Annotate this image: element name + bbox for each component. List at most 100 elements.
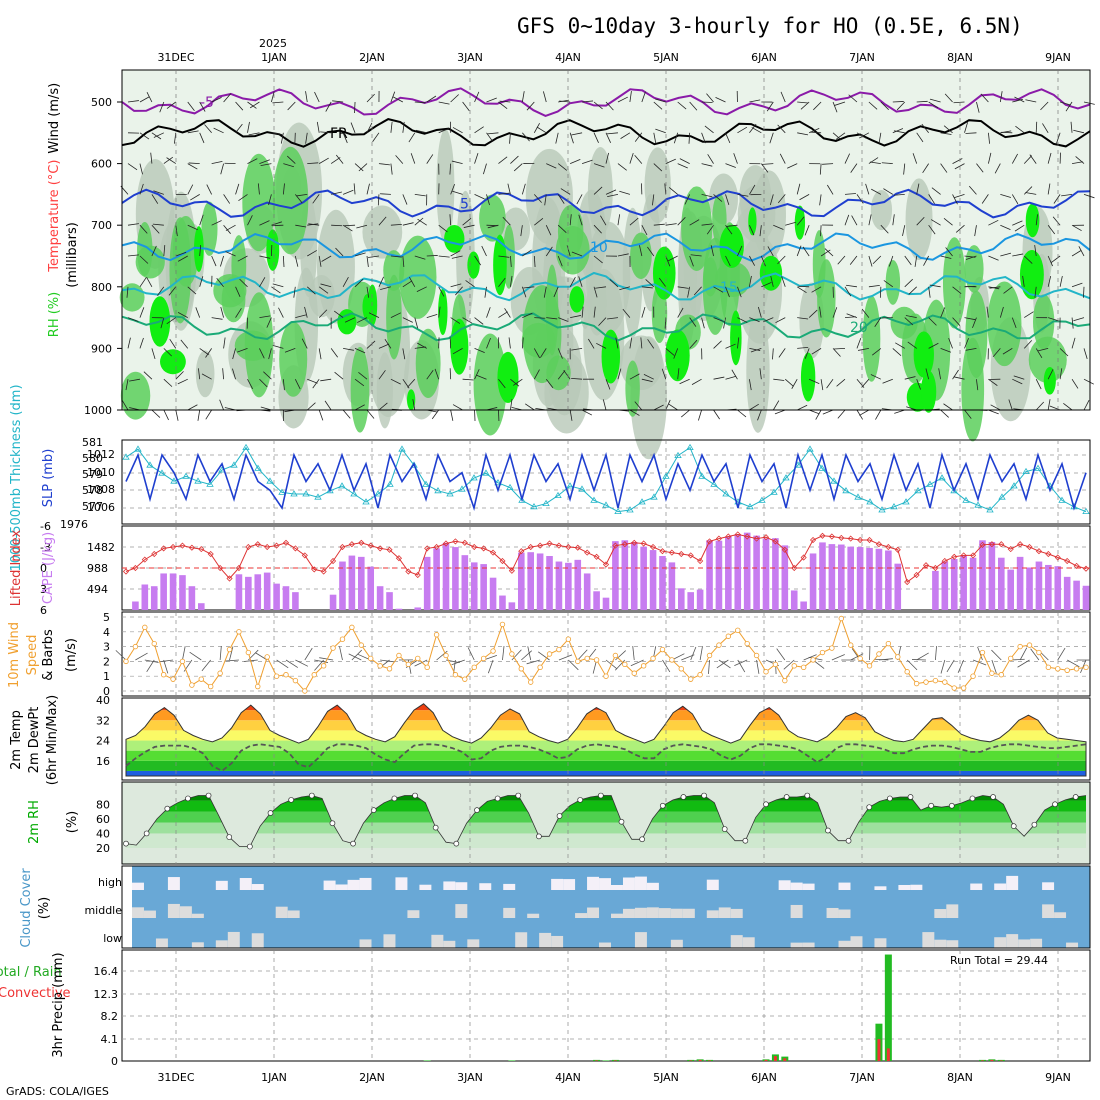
thickness-point (578, 485, 586, 492)
wind-barb (354, 101, 356, 114)
wind-barb (1012, 253, 1024, 257)
cloud-bar (994, 937, 1007, 948)
cape-bar (423, 556, 431, 610)
cape-bar (527, 552, 535, 610)
lifted-index-point (621, 541, 628, 548)
wind-barb (869, 161, 881, 164)
cloud-bar (359, 939, 372, 948)
precip-total-bar (602, 1060, 610, 1061)
wind-barb (308, 223, 320, 226)
wind-barb (450, 184, 456, 195)
cloud-bar (802, 942, 815, 948)
wind-barb (271, 286, 281, 294)
rh-shade-green (213, 274, 247, 308)
li-tick: 0 (40, 562, 47, 575)
wind-speed-point (688, 676, 694, 682)
wind-barb (197, 409, 201, 421)
precip-unit-label: 3hr Precip (mm) (51, 952, 66, 1057)
wind-barb (619, 190, 631, 195)
wind-barb-10m (339, 646, 343, 661)
wind-barb (804, 225, 810, 236)
rh-band (126, 822, 1086, 834)
wind-barb (1053, 194, 1061, 204)
wind-barb (749, 225, 755, 236)
lifted-index-point (1082, 565, 1090, 572)
wind-barb (510, 155, 519, 164)
cape-bar (329, 594, 337, 610)
wind-barb (462, 217, 472, 226)
wind-barb (199, 132, 205, 144)
wind-barb (797, 132, 809, 136)
wind-barb (259, 255, 271, 259)
wind-barb (763, 317, 774, 323)
wind-speed-point (170, 676, 176, 682)
wind-barb (569, 132, 574, 144)
wind-barb (222, 368, 224, 380)
wind-barb (402, 255, 405, 267)
cloud-bar (1042, 882, 1055, 890)
cloud-bar (167, 877, 180, 890)
cape-bar (565, 562, 572, 610)
thickness-point (158, 469, 166, 476)
thickness-point (446, 490, 454, 497)
cape-bar (715, 540, 723, 610)
wind-barb (474, 348, 485, 354)
wind-barb (1052, 216, 1061, 226)
wind-barb (974, 225, 977, 237)
temp-tick: 40 (96, 694, 110, 707)
rh-shade-bright (920, 370, 937, 413)
wind-barb (450, 283, 462, 288)
wind-barb (187, 101, 195, 111)
rh-point (474, 807, 480, 813)
lifted-index-point (951, 553, 958, 560)
wind-barb (832, 101, 838, 113)
wind-barb (653, 163, 663, 172)
rh-point (329, 820, 336, 827)
thickness-point (362, 498, 370, 505)
cape-bar (828, 544, 836, 610)
thickness-point (674, 451, 682, 458)
wind-barb (952, 317, 961, 326)
wind-barb (629, 373, 640, 380)
cloud-level-label: high (98, 876, 122, 889)
wind-barb (820, 249, 831, 257)
wind-barb (1071, 282, 1083, 288)
wind-barb (928, 224, 936, 235)
thickness-point (1058, 496, 1066, 503)
wind-barb (354, 404, 365, 411)
slp-tick: 1006 (87, 501, 115, 514)
wind-barb (940, 132, 952, 135)
thickness-tick: 1976 (60, 518, 88, 531)
lifted-index-point (725, 533, 732, 540)
wind-barb-10m (1019, 647, 1028, 661)
cloud-bar (455, 904, 468, 918)
wind-barb (582, 100, 594, 103)
wind-barb (766, 101, 774, 112)
wind-speed-point (989, 670, 995, 676)
cloud-bar (287, 910, 300, 918)
wind-barb (220, 255, 224, 267)
lifted-index-point (565, 543, 572, 551)
rh-shade-bright (1043, 366, 1056, 395)
wind-barb (605, 132, 611, 143)
wind-barb (378, 216, 387, 226)
rh-point (804, 792, 811, 799)
wind-barb (126, 286, 129, 298)
wind-barb (390, 378, 401, 385)
wind-barb (1056, 132, 1061, 144)
wind-barb (837, 255, 846, 265)
wind-barb (127, 317, 139, 322)
rh-shade-bright (748, 207, 757, 236)
rh-point (1052, 801, 1058, 808)
wind-barb (796, 183, 801, 195)
lifted-index-point (358, 539, 365, 546)
wind-barb (617, 96, 628, 103)
wind-barb (271, 132, 283, 135)
wind-barb (664, 183, 667, 195)
wind-barb (725, 194, 730, 205)
wind-barb (188, 162, 200, 164)
lifted-index-point (395, 555, 403, 562)
wind-speed-point (433, 632, 440, 638)
wind-barb (545, 378, 554, 389)
cape-bar (640, 546, 647, 610)
